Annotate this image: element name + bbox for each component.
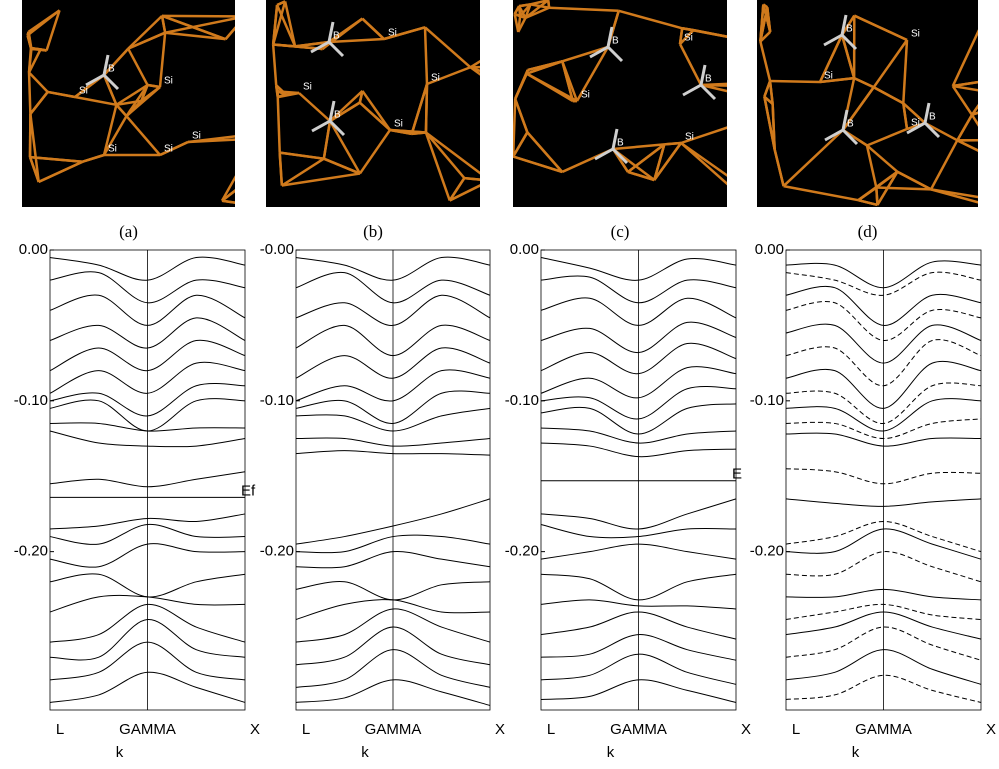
- atom-label: Si: [79, 86, 88, 97]
- x-tick-label: L: [792, 721, 800, 738]
- bond: [31, 49, 40, 50]
- structure-image: B Si Si Si Si Si: [22, 0, 245, 207]
- caption: (a): [119, 222, 138, 241]
- x-tick-label: X: [495, 721, 505, 738]
- y-tick-label: -0.20: [14, 543, 48, 560]
- y-tick-label: -0.10: [14, 392, 48, 409]
- atom-label: B: [617, 138, 624, 149]
- figure: B Si Si Si Si Si (a) B Si Si Si B Si (b) B Si B Si B Si (c) B…: [0, 0, 999, 769]
- y-tick-label: -0.20: [260, 543, 294, 560]
- bond: [29, 72, 30, 113]
- x-tick-label: GAMMA: [610, 721, 667, 738]
- fermi-label: Ef: [241, 482, 256, 499]
- x-tick-label: X: [250, 721, 260, 738]
- atom-label: B: [705, 74, 712, 85]
- atom-label: Si: [388, 28, 397, 39]
- atom-label: B: [929, 112, 936, 123]
- x-tick-label: X: [986, 721, 996, 738]
- bond: [276, 85, 278, 97]
- x-tick-label: L: [56, 721, 64, 738]
- y-tick-label: -0.00: [260, 241, 294, 258]
- bond: [426, 84, 427, 133]
- atom-label: B: [108, 64, 115, 75]
- atom-label: Si: [192, 131, 201, 142]
- atom-label: Si: [581, 90, 590, 101]
- atom-label: B: [846, 24, 853, 35]
- x-axis-label: k: [852, 744, 860, 761]
- atom-label: B: [334, 110, 341, 121]
- atom-label: Si: [684, 33, 693, 44]
- atom-label: Si: [431, 73, 440, 84]
- bond: [664, 143, 681, 144]
- y-tick-label: 0.00: [755, 241, 784, 258]
- bond: [41, 49, 47, 50]
- atom-label: Si: [108, 144, 117, 155]
- atom-label: Si: [685, 132, 694, 143]
- image-background: [757, 0, 978, 207]
- x-tick-label: L: [302, 721, 310, 738]
- x-tick-label: X: [741, 721, 751, 738]
- bond: [876, 188, 877, 205]
- structure-image: B Si B Si B Si: [513, 0, 737, 207]
- band-plot: 0.00 -0.10 -0.20 L GAMMA Xk: [750, 241, 996, 761]
- band-plot: 0.00 -0.10 -0.20 L GAMMA Xk Ef: [14, 241, 260, 761]
- atom-label: B: [612, 36, 619, 47]
- x-axis-label: k: [116, 744, 124, 761]
- atom-label: Si: [824, 71, 833, 82]
- y-tick-label: -0.10: [505, 392, 539, 409]
- x-axis-label: k: [607, 744, 615, 761]
- caption: (c): [611, 222, 630, 241]
- x-tick-label: L: [547, 721, 555, 738]
- bond: [770, 81, 820, 82]
- band-plot: -0.00 -0.10 -0.20 L GAMMA Xk: [260, 241, 505, 761]
- atom-label: Si: [303, 82, 312, 93]
- x-axis-label: k: [361, 744, 369, 761]
- atom-label: Si: [911, 118, 920, 129]
- bond: [519, 4, 530, 6]
- band-plot: 0.00 -0.10 -0.20 L GAMMA Xk E: [505, 241, 751, 761]
- fermi-label: E: [732, 466, 742, 483]
- atom-label: B: [333, 31, 340, 42]
- atom-label: Si: [164, 144, 173, 155]
- y-tick-label: -0.10: [750, 392, 784, 409]
- structure-image: B Si Si Si B Si: [266, 0, 490, 207]
- y-tick-label: -0.20: [750, 543, 784, 560]
- caption: (b): [363, 222, 383, 241]
- caption: (d): [858, 222, 878, 241]
- atom-label: B: [847, 119, 854, 130]
- atom-label: Si: [394, 119, 403, 130]
- x-tick-label: GAMMA: [855, 721, 912, 738]
- structure-image: B Si Si B B Si: [757, 0, 988, 207]
- x-tick-label: GAMMA: [365, 721, 422, 738]
- bond: [162, 16, 245, 17]
- y-tick-label: -0.20: [505, 543, 539, 560]
- y-tick-label: -0.10: [260, 392, 294, 409]
- x-tick-label: GAMMA: [119, 721, 176, 738]
- y-tick-label: 0.00: [510, 241, 539, 258]
- y-tick-label: 0.00: [19, 241, 48, 258]
- bond: [519, 6, 520, 16]
- atom-label: Si: [164, 76, 173, 87]
- atom-label: Si: [911, 29, 920, 40]
